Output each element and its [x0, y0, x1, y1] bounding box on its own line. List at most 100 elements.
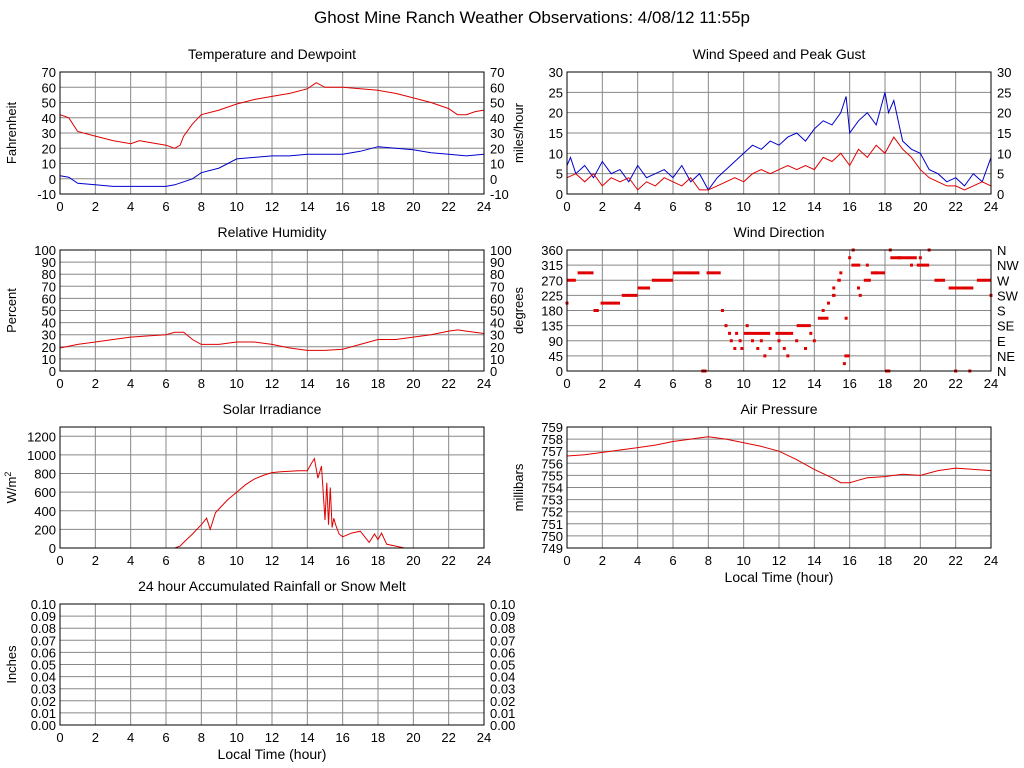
- data-point: [729, 339, 733, 343]
- x-tick-label: 0: [563, 553, 570, 568]
- data-point: [763, 354, 767, 358]
- data-point: [857, 286, 860, 290]
- x-axis-label: Local Time (hour): [725, 569, 834, 585]
- data-point: [738, 339, 742, 343]
- y-tick-label: 753: [541, 493, 563, 508]
- y-tick-label: 0: [556, 187, 563, 202]
- data-point: [804, 346, 807, 350]
- y-tick-label: 10: [549, 146, 563, 161]
- y-tick-label: 0.04: [31, 670, 56, 685]
- y-tick-label: 90: [42, 255, 56, 270]
- y-tick-label-right: 0.05: [490, 658, 515, 673]
- x-tick-label: 8: [705, 376, 712, 391]
- y-tick-label-right: 20: [997, 106, 1011, 121]
- y-tick-label: 600: [34, 485, 56, 500]
- y-tick-label: 135: [541, 319, 563, 334]
- x-tick-label: 22: [948, 376, 962, 391]
- x-tick-label: 14: [807, 376, 821, 391]
- x-tick-label: 24: [477, 199, 491, 214]
- data-point: [918, 256, 922, 260]
- x-tick-label: 16: [335, 730, 349, 745]
- x-tick-label: 2: [599, 199, 606, 214]
- x-tick-label: 6: [669, 553, 676, 568]
- x-tick-label: 16: [335, 199, 349, 214]
- y-tick-label: 5: [556, 167, 563, 182]
- y-tick-label: 20: [42, 141, 56, 156]
- x-tick-label: 24: [984, 376, 998, 391]
- x-tick-label: 10: [736, 199, 750, 214]
- series-line-1: [566, 136, 992, 191]
- y-tick-label-right: 0.02: [490, 694, 515, 709]
- x-tick-label: 2: [92, 730, 99, 745]
- plot-frame: [59, 249, 485, 372]
- x-tick-label: 18: [371, 730, 385, 745]
- x-tick-label: 14: [300, 199, 314, 214]
- y-tick-label-right: 30: [490, 126, 504, 141]
- compass-label: E: [997, 334, 1006, 349]
- y-tick-label: 30: [42, 126, 56, 141]
- compass-label: S: [997, 304, 1006, 319]
- y-tick-label-right: 60: [490, 291, 504, 306]
- y-tick-label: 0.09: [31, 609, 56, 624]
- x-tick-label: 22: [441, 199, 455, 214]
- plot-frame: [59, 603, 485, 726]
- x-tick-label: 6: [162, 553, 169, 568]
- x-tick-label: 18: [878, 553, 892, 568]
- y-tick-label: 45: [549, 349, 563, 364]
- x-tick-label: 0: [56, 730, 63, 745]
- data-point: [858, 293, 862, 297]
- y-tick-label-right: 0.08: [490, 621, 515, 636]
- x-tick-label: 16: [335, 553, 349, 568]
- x-tick-label: 22: [948, 553, 962, 568]
- x-tick-label: 4: [127, 199, 134, 214]
- x-tick-label: 12: [265, 199, 279, 214]
- x-tick-label: 16: [842, 553, 856, 568]
- data-point: [745, 324, 749, 328]
- y-tick-label-right: 50: [490, 304, 504, 319]
- x-tick-label: 0: [56, 199, 63, 214]
- y-tick-label: 315: [541, 258, 563, 273]
- series-line-0: [566, 436, 992, 484]
- x-tick-label: 10: [229, 553, 243, 568]
- y-tick-label: 15: [549, 126, 563, 141]
- y-tick-label: 0: [49, 541, 56, 556]
- x-axis-label: Local Time (hour): [218, 746, 327, 762]
- x-tick-label: 0: [56, 553, 63, 568]
- y-tick-label-right: 50: [490, 96, 504, 111]
- x-tick-label: 12: [265, 553, 279, 568]
- x-tick-label: 6: [669, 376, 676, 391]
- plot-frame: [59, 71, 485, 195]
- data-point: [733, 346, 737, 350]
- x-tick-label: 2: [92, 199, 99, 214]
- y-tick-label: 1000: [27, 448, 56, 463]
- y-tick-label-right: 40: [490, 111, 504, 126]
- x-tick-label: 0: [563, 376, 570, 391]
- y-tick-label-right: 90: [490, 255, 504, 270]
- x-tick-label: 22: [948, 199, 962, 214]
- y-tick-label-right: -10: [490, 187, 509, 202]
- x-tick-label: 14: [807, 199, 821, 214]
- data-point: [756, 346, 760, 350]
- y-tick-label: 10: [42, 352, 56, 367]
- y-tick-label: 30: [42, 328, 56, 343]
- data-point: [897, 256, 901, 260]
- y-tick-label: 90: [549, 334, 563, 349]
- y-tick-label-right: 0.03: [490, 682, 515, 697]
- y-tick-label: 70: [42, 65, 56, 80]
- y-tick-label: 0.01: [31, 706, 56, 721]
- data-point: [844, 316, 848, 320]
- data-point: [795, 339, 799, 343]
- x-tick-label: 2: [92, 376, 99, 391]
- y-tick-label-right: 0.09: [490, 609, 515, 624]
- y-tick-label-right: 10: [490, 157, 504, 172]
- data-point: [777, 339, 781, 343]
- data-point: [728, 331, 732, 335]
- y-tick-label: 752: [541, 505, 563, 520]
- compass-label: SW: [997, 288, 1019, 303]
- x-tick-label: 16: [842, 199, 856, 214]
- x-tick-label: 4: [634, 376, 641, 391]
- y-tick-label: 50: [42, 304, 56, 319]
